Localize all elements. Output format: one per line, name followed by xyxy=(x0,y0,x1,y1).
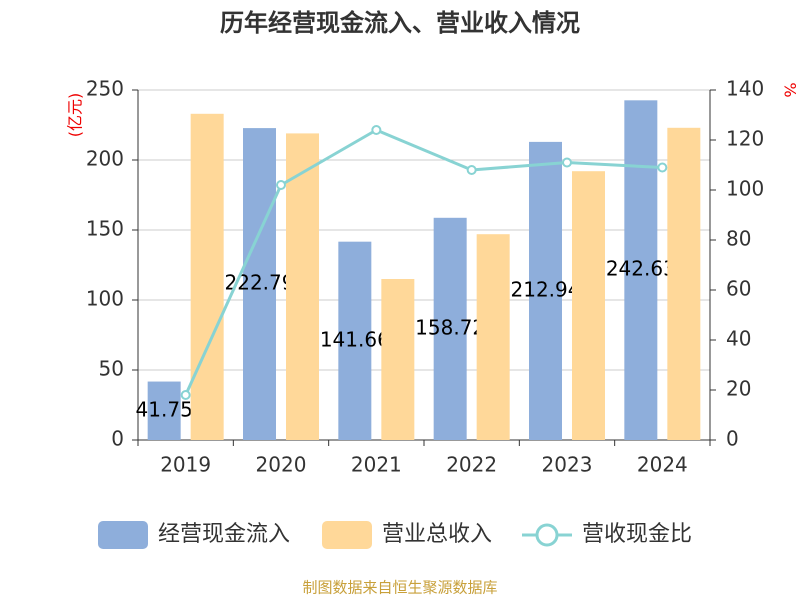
line-point xyxy=(466,165,477,175)
bar xyxy=(529,141,562,440)
x-tick-label: 2023 xyxy=(542,453,593,477)
bar xyxy=(190,113,224,441)
bar xyxy=(381,279,415,440)
legend-label: 营收现金比 xyxy=(582,522,692,547)
data-label: 158.72 xyxy=(415,315,485,339)
x-tick-label: 2021 xyxy=(351,453,402,477)
data-label: 41.75 xyxy=(136,397,193,421)
legend-swatch xyxy=(535,523,559,547)
y-tick-label: 50 xyxy=(99,357,124,381)
bar xyxy=(476,234,510,440)
bar xyxy=(243,128,276,440)
y-tick-label: 250 xyxy=(86,77,124,101)
y-axis-label: (亿元) xyxy=(66,93,85,138)
bar xyxy=(433,217,467,440)
source-note: 制图数据来自恒生聚源数据库 xyxy=(302,579,497,597)
legend-swatch xyxy=(322,521,372,549)
bar xyxy=(338,241,372,440)
chart-title: 历年经营现金流入、营业收入情况 xyxy=(220,9,580,37)
data-label: 222.79 xyxy=(225,271,295,295)
x-tick-label: 2020 xyxy=(256,453,307,477)
y-tick-label: 200 xyxy=(86,147,124,171)
y2-tick-label: 100 xyxy=(726,177,764,201)
bar xyxy=(624,100,658,441)
bar xyxy=(286,133,319,440)
y2-tick-label: 0 xyxy=(726,427,739,451)
data-label: 212.94 xyxy=(511,277,581,301)
y2-tick-label: 140 xyxy=(726,77,764,101)
y2-axis-label: % xyxy=(781,82,800,97)
data-label: 242.63 xyxy=(606,257,676,281)
data-label: 141.66 xyxy=(320,327,390,351)
y-tick-label: 100 xyxy=(86,287,124,311)
y2-tick-label: 60 xyxy=(726,277,751,301)
line-point xyxy=(562,157,572,168)
legend-label: 营业总收入 xyxy=(382,522,492,547)
y2-tick-label: 80 xyxy=(726,227,751,251)
x-tick-label: 2019 xyxy=(160,453,211,477)
y-tick-label: 150 xyxy=(86,217,124,241)
legend-label: 经营现金流入 xyxy=(158,522,290,547)
legend-swatch xyxy=(98,521,148,549)
line-point xyxy=(657,162,668,173)
line-point xyxy=(276,180,286,190)
bar xyxy=(572,171,605,440)
line-point xyxy=(180,390,191,400)
line-point xyxy=(371,125,382,135)
bar xyxy=(147,381,181,440)
y2-tick-label: 120 xyxy=(726,127,764,151)
x-tick-label: 2024 xyxy=(637,453,688,477)
x-tick-label: 2022 xyxy=(446,453,497,477)
y2-tick-label: 40 xyxy=(726,327,751,351)
bar xyxy=(667,127,701,441)
y2-tick-label: 20 xyxy=(726,377,751,401)
y-tick-label: 0 xyxy=(111,427,124,451)
line xyxy=(184,128,663,396)
